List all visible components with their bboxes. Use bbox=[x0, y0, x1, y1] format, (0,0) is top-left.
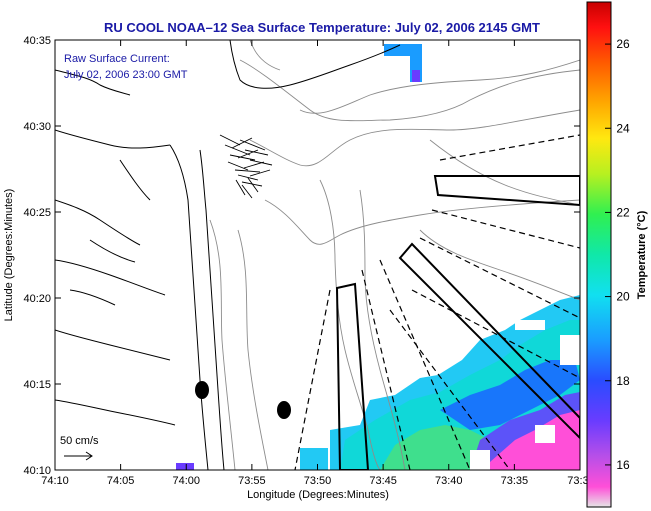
colorbar-tick-label: 16 bbox=[616, 458, 630, 472]
current-note-line2: July 02, 2006 23:00 GMT bbox=[64, 69, 188, 81]
x-tick-label: 74:10 bbox=[41, 475, 69, 487]
box-diagonal bbox=[398, 242, 580, 440]
y-axis-label: Latitude (Degrees:Minutes) bbox=[3, 189, 15, 322]
station-marker-2 bbox=[277, 401, 291, 419]
map-content: Raw Surface Current: July 02, 2006 23:00… bbox=[55, 40, 580, 470]
sst-patch-top bbox=[384, 44, 422, 56]
x-tick-label: 74:05 bbox=[107, 475, 135, 487]
colorbar: 26 24 22 20 18 16 Temperature (°C) bbox=[586, 1, 648, 508]
x-tick-label: 74:00 bbox=[172, 475, 200, 487]
colorbar-tick-label: 26 bbox=[616, 37, 630, 51]
surface-current-vectors bbox=[219, 134, 273, 199]
colorbar-tick-label: 22 bbox=[616, 205, 630, 219]
colorbar-tick-label: 20 bbox=[616, 290, 630, 304]
radial-dashed-lines bbox=[294, 134, 580, 470]
sst-patch-bottom-left bbox=[176, 463, 194, 470]
sst-region-blue bbox=[440, 360, 580, 430]
y-tick-label: 40:30 bbox=[23, 121, 51, 133]
box-south bbox=[335, 282, 370, 470]
current-note-line1: Raw Surface Current: bbox=[64, 53, 170, 65]
x-tick-label: 73:50 bbox=[304, 475, 332, 487]
tick-marks bbox=[54, 39, 581, 471]
sst-patch-top-3 bbox=[412, 70, 420, 82]
y-tick-label: 40:15 bbox=[23, 379, 51, 391]
x-tick-label: 73:35 bbox=[501, 475, 529, 487]
scale-bar-arrow bbox=[64, 451, 93, 461]
colorbar-tick-label: 24 bbox=[616, 121, 630, 135]
x-tick-label: 73:55 bbox=[238, 475, 266, 487]
colorbar-label: Temperature (°C) bbox=[636, 210, 648, 299]
sst-patch-white-2 bbox=[470, 450, 490, 470]
box-north bbox=[433, 175, 580, 207]
x-tick-labels: 74:10 74:05 74:00 73:55 73:50 73:45 73:40 73:35… bbox=[41, 475, 588, 487]
y-tick-labels: 40:35 40:30 40:25 40:20 40:15 40:10 bbox=[23, 35, 51, 477]
x-tick-label: 73:40 bbox=[435, 475, 463, 487]
sst-field bbox=[176, 44, 580, 470]
coastline bbox=[55, 40, 401, 470]
sst-patch-white-4 bbox=[515, 320, 545, 330]
x-tick-label: 73:3 bbox=[567, 475, 588, 487]
y-tick-label: 40:25 bbox=[23, 207, 51, 219]
sst-patch-white-3 bbox=[560, 335, 580, 365]
y-tick-label: 40:35 bbox=[23, 35, 51, 47]
station-marker-1 bbox=[195, 381, 209, 399]
scale-bar-label: 50 cm/s bbox=[60, 435, 99, 447]
y-tick-label: 40:10 bbox=[23, 465, 51, 477]
x-axis-label: Longitude (Degrees:Minutes) bbox=[247, 489, 389, 501]
colorbar-tick-label: 18 bbox=[616, 374, 630, 388]
sst-patch-small bbox=[300, 448, 328, 470]
colorbar-gradient bbox=[586, 1, 612, 508]
colorbar-ticks: 26 24 22 20 18 16 bbox=[605, 37, 630, 472]
sst-region-magenta bbox=[485, 410, 580, 470]
sst-patch-white-1 bbox=[535, 425, 555, 443]
y-tick-label: 40:20 bbox=[23, 293, 51, 305]
transect-boxes bbox=[335, 175, 580, 470]
figure-title: RU COOL NOAA–12 Sea Surface Temperature:… bbox=[104, 20, 540, 35]
bathymetry-contours bbox=[209, 40, 580, 470]
x-tick-label: 73:45 bbox=[369, 475, 397, 487]
